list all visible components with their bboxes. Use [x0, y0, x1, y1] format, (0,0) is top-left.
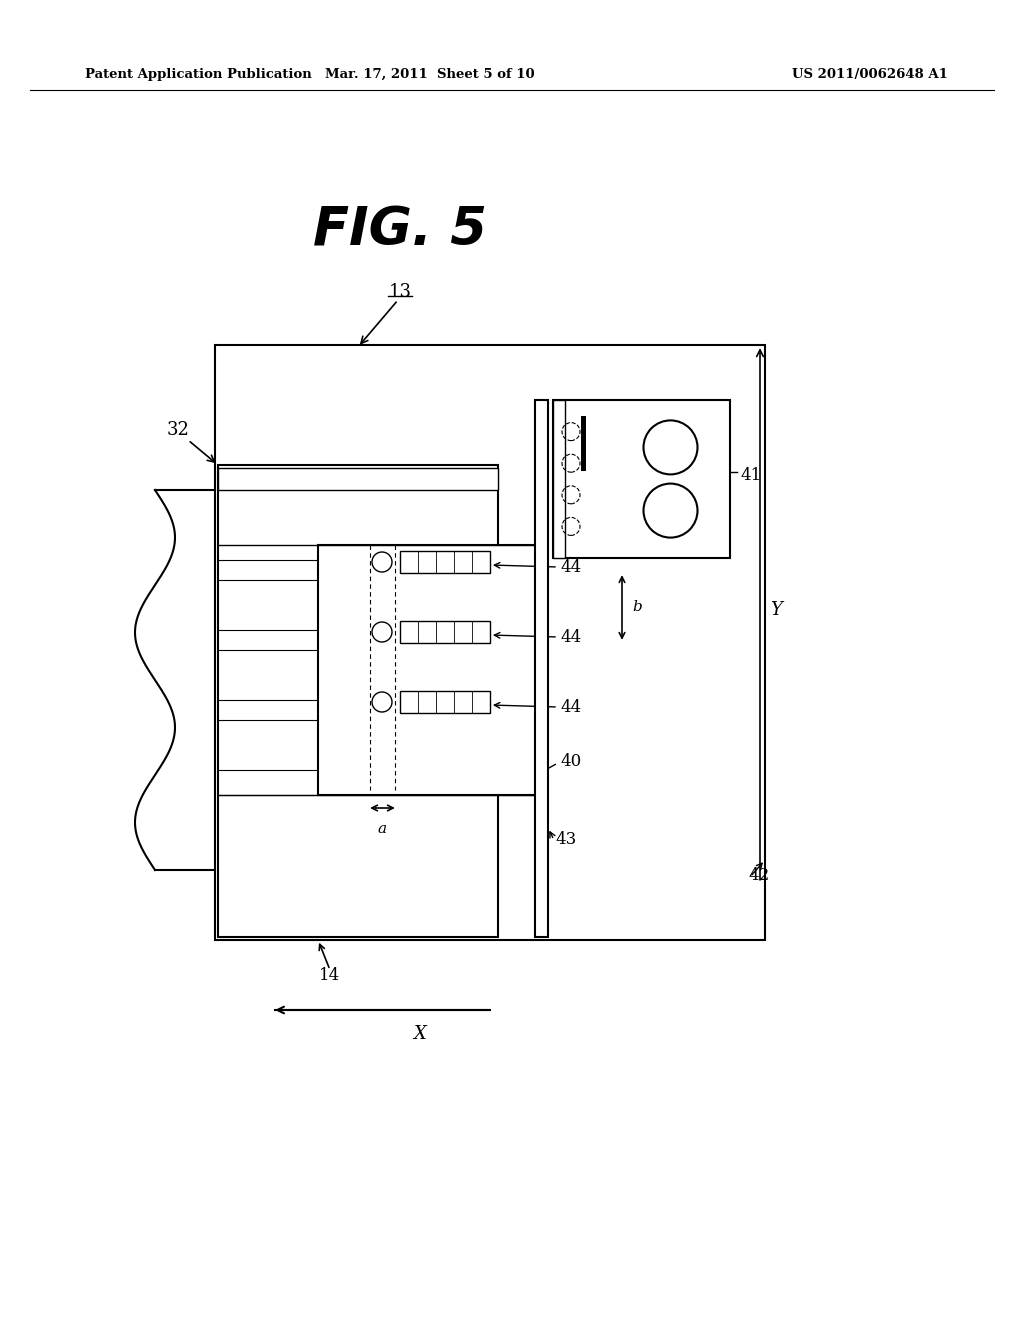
Text: 40: 40 [560, 754, 582, 771]
Bar [553, 400, 730, 558]
Text: Patent Application Publication: Patent Application Publication [85, 69, 311, 81]
Text: 32: 32 [167, 421, 189, 440]
Bar [218, 465, 498, 937]
Bar [400, 550, 490, 573]
Text: b: b [632, 601, 642, 614]
Text: 43: 43 [555, 832, 577, 849]
Text: US 2011/0062648 A1: US 2011/0062648 A1 [792, 69, 948, 81]
Text: a: a [378, 822, 387, 836]
Text: 14: 14 [319, 966, 341, 983]
Text: Mar. 17, 2011  Sheet 5 of 10: Mar. 17, 2011 Sheet 5 of 10 [326, 69, 535, 81]
Text: X: X [414, 1026, 426, 1043]
Text: 42: 42 [748, 866, 769, 883]
Bar [215, 345, 765, 940]
Bar [400, 620, 490, 643]
Text: 13: 13 [388, 282, 412, 301]
Text: 44: 44 [560, 628, 582, 645]
Text: 41: 41 [740, 466, 761, 483]
Text: FIG. 5: FIG. 5 [313, 205, 487, 257]
Bar [535, 400, 548, 937]
Text: 44: 44 [560, 558, 582, 576]
Bar [218, 469, 498, 490]
Bar [581, 416, 586, 471]
Bar [553, 400, 565, 558]
Bar [318, 545, 538, 795]
Bar [400, 690, 490, 713]
Text: 44: 44 [560, 698, 582, 715]
Text: Y: Y [770, 601, 782, 619]
